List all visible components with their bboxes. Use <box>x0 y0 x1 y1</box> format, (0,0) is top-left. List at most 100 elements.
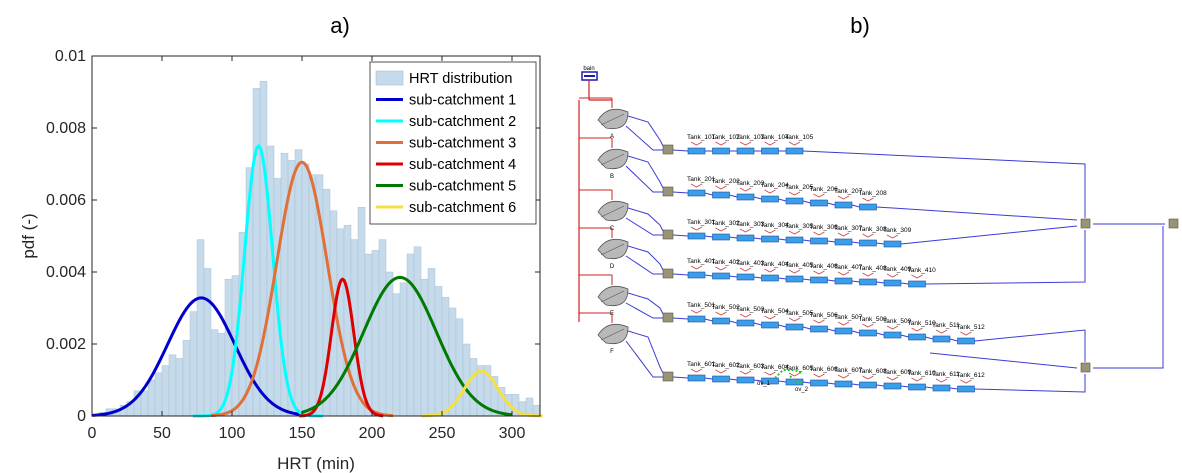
tank-port-icon <box>813 270 825 275</box>
tank-icon <box>883 279 902 287</box>
tank-port-icon <box>886 325 899 330</box>
tank-label: Tank_502 <box>712 304 741 311</box>
tank-label: Tank_405 <box>785 262 814 269</box>
tank-label: Tank_509 <box>883 318 912 325</box>
histogram-bar <box>196 239 205 417</box>
histogram-bar <box>140 390 149 417</box>
pipe-link <box>851 280 860 283</box>
tank-label: Tank_301 <box>687 219 716 226</box>
tank-icon <box>712 272 730 280</box>
tank-port-icon <box>862 233 874 238</box>
legend-entry-label: sub-catchment 3 <box>409 136 516 152</box>
pipe-link <box>729 378 738 381</box>
tank-label: Tank_503 <box>736 306 765 313</box>
junction-node <box>662 312 674 323</box>
collector-pipe <box>925 230 1086 285</box>
histogram-bar <box>413 246 422 417</box>
x-axis-ticks: 0 50 100 150 200 250 300 <box>88 56 525 442</box>
tank-label: Tank_409 <box>883 266 912 273</box>
x-tick-label: 150 <box>289 425 316 442</box>
tank-port-icon <box>886 376 899 381</box>
tank-port-icon <box>788 230 801 235</box>
collector-junction <box>1080 218 1091 229</box>
pipe-link <box>851 383 860 386</box>
tank-icon <box>736 273 755 281</box>
tank-port-icon <box>960 331 972 336</box>
tank-port-icon <box>911 274 923 279</box>
overflow-link <box>789 375 804 383</box>
tank-port-icon <box>813 193 825 198</box>
tank-port-icon <box>764 229 776 234</box>
outflow-link <box>625 125 663 151</box>
junction-node <box>662 229 674 240</box>
tank-port-icon <box>690 226 703 231</box>
tank-port-icon <box>764 371 776 376</box>
tank-icon <box>712 375 730 383</box>
tank-port-icon <box>739 313 752 318</box>
collector-pipe <box>802 150 1086 218</box>
tank-icon <box>712 147 730 155</box>
tank-port-icon <box>862 323 874 328</box>
histogram-bar <box>154 372 163 417</box>
catchment-label: F <box>610 349 614 355</box>
tank-port-icon <box>788 372 801 377</box>
tank-label: Tank_505 <box>785 310 814 317</box>
tank-port-icon <box>739 370 752 375</box>
leaf-vein <box>600 243 625 256</box>
tank-port-icon <box>690 368 703 373</box>
pipe-link <box>778 324 787 328</box>
outflow-link <box>625 302 663 319</box>
tank-port-icon <box>788 317 801 322</box>
tank-label: Tank_507 <box>834 314 863 321</box>
histogram-bar <box>371 250 380 417</box>
histogram-bar <box>168 354 177 417</box>
tank-label: Tank_105 <box>785 134 814 141</box>
pipe-link <box>753 379 762 382</box>
y-tick-label: 0.01 <box>55 48 86 65</box>
legend-entry-label: sub-catchment 2 <box>409 114 516 130</box>
pipe-link <box>851 330 860 334</box>
histogram-bar <box>259 80 268 417</box>
leaf-vein <box>600 153 625 166</box>
histogram-bar <box>203 268 212 417</box>
collector-pipe <box>929 352 1078 369</box>
tank-icon <box>785 147 804 155</box>
histogram-bar <box>301 163 310 417</box>
overflow-link <box>774 369 804 379</box>
tank-port-icon <box>813 373 825 378</box>
tank-label: Tank_604 <box>761 364 790 371</box>
tank-port-icon <box>788 191 801 196</box>
tank-label: Tank_408 <box>859 265 888 272</box>
tank-port-icon <box>690 141 703 146</box>
pipe-link <box>876 242 885 245</box>
leaf-vein <box>600 290 625 303</box>
tank-label: Tank_406 <box>810 263 839 270</box>
tank-icon <box>736 234 755 242</box>
tank-icon <box>736 376 755 384</box>
tank-icon <box>761 321 779 329</box>
series-curve <box>420 369 543 418</box>
pipe-link <box>672 317 689 320</box>
pipe-link <box>802 200 811 204</box>
catchment-label: A <box>610 134 614 140</box>
outflow-link <box>627 155 664 189</box>
tank-label: Tank_510 <box>908 320 937 327</box>
collector-pipe <box>900 225 1078 245</box>
pipe-link <box>729 275 738 278</box>
leaf-vein <box>600 328 625 341</box>
tank-icon <box>785 323 804 331</box>
tank-port-icon <box>837 271 850 276</box>
tank-port-icon <box>690 183 703 188</box>
junction-node <box>662 186 674 197</box>
tank-icon <box>687 315 706 323</box>
catchment-label: B <box>610 174 614 180</box>
histogram-bar <box>406 253 415 417</box>
tank-label: Tank_307 <box>834 225 863 232</box>
tank-label: Tank_603 <box>736 363 765 370</box>
x-axis-title: HRT (min) <box>277 454 355 473</box>
tank-label: Tank_512 <box>957 324 986 331</box>
source-node-bar <box>584 75 595 77</box>
tank-port-icon <box>715 266 727 271</box>
pipe-link <box>851 241 860 244</box>
